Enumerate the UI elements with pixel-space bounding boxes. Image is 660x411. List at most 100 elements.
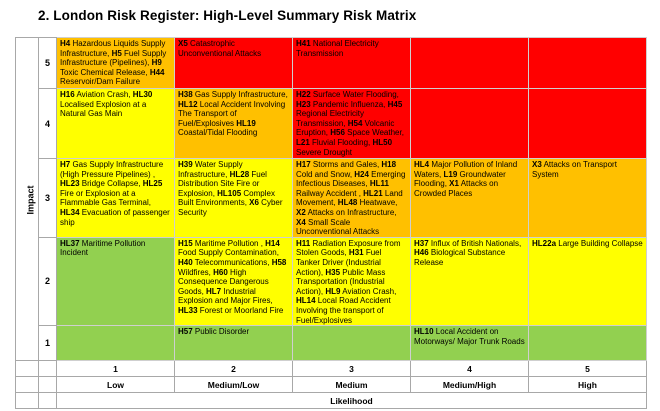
- risk-id: HL22a: [532, 238, 557, 248]
- likelihood-label-1: Low: [56, 376, 175, 394]
- likelihood-label-4: Medium/High: [410, 376, 529, 394]
- risk-id: HL23: [60, 179, 80, 189]
- matrix-cell-impact1-likelihood3: [292, 325, 411, 362]
- risk-id: H7: [60, 160, 71, 169]
- risk-id: H41: [296, 39, 311, 48]
- risk-id: H15: [178, 238, 193, 248]
- blank-cell: [15, 360, 39, 378]
- likelihood-number-3: 3: [292, 360, 411, 378]
- matrix-cell-impact2-likelihood3: H11 Radiation Exposure from Stolen Goods…: [292, 236, 411, 327]
- matrix-cell-impact1-likelihood4: HL10 Local Accident on Motorways/ Major …: [410, 325, 529, 362]
- risk-id: HL33: [178, 305, 198, 315]
- blank-cell: [38, 392, 57, 410]
- risk-id: H23: [296, 99, 311, 109]
- risk-id: HL30: [132, 90, 153, 99]
- matrix-cell-impact5-likelihood4: [410, 37, 529, 89]
- impact-row-number-5: 5: [38, 37, 57, 89]
- risk-id: HL48: [337, 198, 358, 208]
- matrix-cell-impact1-likelihood5: [528, 325, 647, 362]
- likelihood-number-4: 4: [410, 360, 529, 378]
- blank-cell: [38, 360, 57, 378]
- matrix-cell-impact4-likelihood5: [528, 88, 647, 159]
- matrix-cell-impact2-likelihood5: HL22a Large Building Collapse: [528, 236, 647, 327]
- matrix-cell-impact4-likelihood3: H22 Surface Water Flooding, H23 Pandemic…: [292, 88, 411, 159]
- risk-id: H22: [296, 90, 311, 99]
- matrix-cell-impact4-likelihood4: [410, 88, 529, 159]
- risk-id: H9: [151, 58, 162, 68]
- risk-id: H45: [387, 99, 403, 109]
- risk-id: HL4: [414, 160, 430, 169]
- risk-register-page: 2. London Risk Register: High-Level Summ…: [0, 8, 660, 410]
- likelihood-label-5: High: [528, 376, 647, 394]
- likelihood-label-3: Medium: [292, 376, 411, 394]
- risk-id: H39: [178, 160, 193, 169]
- matrix-row-impact-2: 2 HL37 Maritime Pollution Incident H15 Mar…: [16, 236, 647, 327]
- matrix-cell-impact5-likelihood5: [528, 37, 647, 89]
- likelihood-axis-label: Likelihood: [56, 392, 647, 410]
- risk-matrix-table: Impact 5 H4 Hazardous Liquids Supply Infra…: [15, 36, 647, 410]
- matrix-row-impact-3: 3 H7 Gas Supply Infrastructure (High Pres…: [16, 158, 647, 238]
- risk-id: X3: [532, 160, 542, 169]
- impact-row-number-4: 4: [38, 88, 57, 159]
- risk-id: H46: [414, 248, 429, 258]
- risk-id: HL28: [229, 169, 250, 179]
- matrix-cell-impact3-likelihood4: HL4 Major Pollution of Inland Waters, L1…: [410, 158, 529, 238]
- risk-id: H37: [414, 238, 429, 248]
- matrix-cell-impact1-likelihood2: H57 Public Disorder: [174, 325, 293, 362]
- blank-cell: [15, 392, 39, 410]
- matrix-cell-impact2-likelihood1: HL37 Maritime Pollution Incident: [56, 236, 175, 327]
- risk-id: HL7: [206, 286, 222, 296]
- matrix-cell-impact2-likelihood4: H37 Influx of British Nationals, H46 Bio…: [410, 236, 529, 327]
- likelihood-number-1: 1: [56, 360, 175, 378]
- risk-id: H40: [178, 257, 193, 267]
- risk-id: H5: [111, 48, 122, 58]
- risk-id: HL105: [217, 188, 242, 198]
- likelihood-number-5: 5: [528, 360, 647, 378]
- risk-id: HL19: [236, 118, 256, 128]
- risk-id: H54: [347, 118, 363, 128]
- risk-id: HL50: [372, 137, 393, 147]
- risk-id: H18: [381, 160, 397, 169]
- impact-axis-cell: Impact: [15, 36, 39, 362]
- impact-row-number-2: 2: [38, 236, 57, 327]
- matrix-row-impact-1: 1 H57 Public Disorder HL10 Local Accident …: [16, 325, 647, 362]
- matrix-cell-impact5-likelihood2: X5 Catastrophic Unconventional Attacks: [174, 37, 293, 89]
- risk-id: H35: [325, 267, 341, 277]
- likelihood-caption-row: Likelihood: [15, 392, 647, 410]
- risk-id: H17: [296, 160, 311, 169]
- risk-id: L21: [296, 137, 310, 147]
- risk-id: X2: [296, 207, 306, 217]
- risk-id: H4: [60, 39, 71, 48]
- risk-id: X1: [449, 179, 459, 189]
- risk-id: H58: [271, 257, 287, 267]
- matrix-row-impact-5: Impact 5 H4 Hazardous Liquids Supply Infra…: [15, 36, 647, 362]
- matrix-cell-impact4-likelihood1: H16 Aviation Crash, HL30 Localised Explo…: [56, 88, 175, 159]
- blank-cell: [15, 376, 39, 394]
- risk-id: H56: [330, 128, 345, 138]
- risk-id: H11: [296, 238, 311, 248]
- risk-id: H16: [60, 90, 75, 99]
- matrix-cell-impact4-likelihood2: H38 Gas Supply Infrastructure, HL12 Loca…: [174, 88, 293, 159]
- risk-id: HL37: [60, 238, 80, 248]
- risk-id: H60: [213, 267, 228, 277]
- risk-id: X6: [249, 198, 259, 208]
- matrix-cell-impact3-likelihood1: H7 Gas Supply Infrastructure (High Press…: [56, 158, 175, 238]
- risk-id: HL10: [414, 327, 434, 337]
- risk-id: H14: [265, 238, 280, 248]
- risk-id: HL12: [178, 99, 198, 109]
- risk-id: HL21: [363, 188, 383, 198]
- risk-id: H44: [149, 67, 165, 77]
- impact-row-number-3: 3: [38, 158, 57, 238]
- likelihood-label-2: Medium/Low: [174, 376, 293, 394]
- impact-row-number-1: 1: [38, 325, 57, 362]
- likelihood-labels-row: Low Medium/Low Medium Medium/High High: [15, 376, 647, 394]
- matrix-cell-impact3-likelihood5: X3 Attacks on Transport System: [528, 158, 647, 238]
- risk-id: X4: [296, 217, 306, 227]
- risk-id: H24: [354, 169, 369, 179]
- matrix-cell-impact2-likelihood2: H15 Maritime Pollution , H14 Food Supply…: [174, 236, 293, 327]
- matrix-cell-impact5-likelihood1: H4 Hazardous Liquids Supply Infrastructu…: [56, 37, 175, 89]
- risk-id: X5: [178, 39, 188, 48]
- risk-id: HL9: [325, 286, 341, 296]
- risk-id: L19: [443, 169, 458, 179]
